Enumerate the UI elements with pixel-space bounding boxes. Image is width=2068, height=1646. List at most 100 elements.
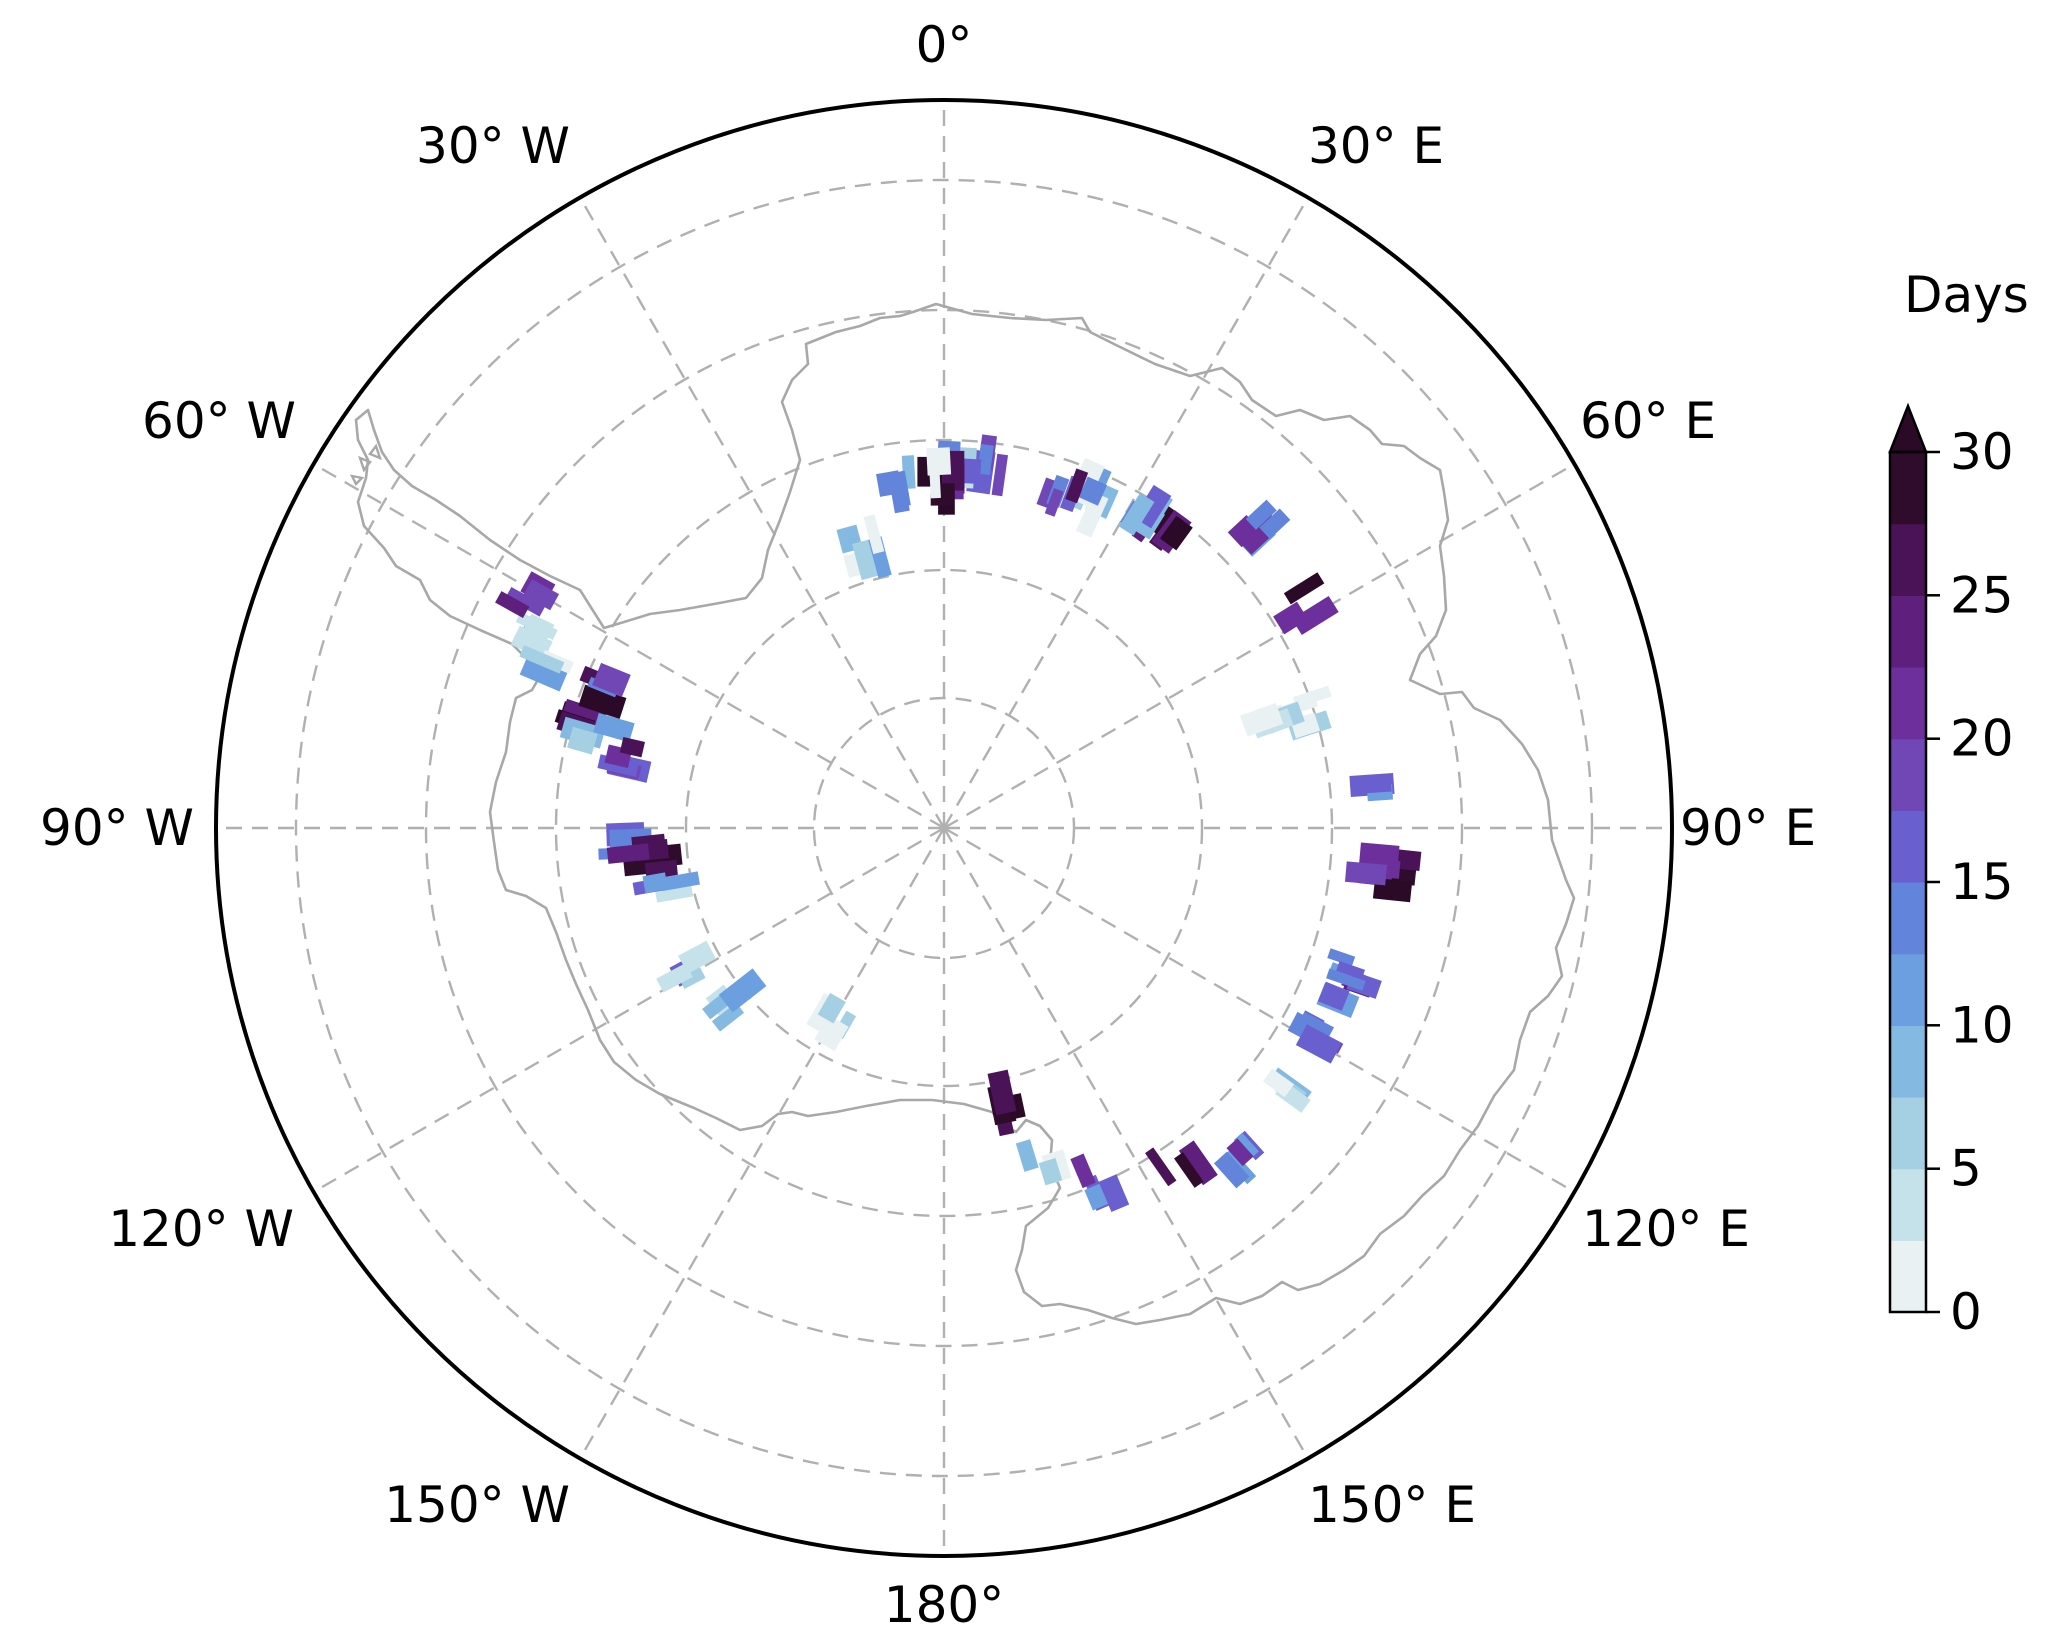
data-cell <box>836 514 892 581</box>
data-cell <box>519 645 574 692</box>
meridian-240 <box>312 826 945 1194</box>
latitude-circle-5 <box>294 178 1594 1478</box>
data-cell <box>702 968 767 1032</box>
data-cell <box>1344 842 1401 886</box>
colorbar-tick-label: 20 <box>1950 710 2014 768</box>
lon-label-90w: 90° W <box>40 799 194 857</box>
data-cell <box>597 736 652 783</box>
data-cell-segment <box>519 645 565 674</box>
data-cell <box>495 571 560 619</box>
data-cell-segment <box>1273 601 1309 635</box>
map-boundary <box>214 98 1674 1558</box>
data-cell-segment <box>659 871 700 892</box>
data-cell <box>656 940 716 993</box>
graticule <box>216 100 1672 1556</box>
colorbar-band <box>1890 1097 1926 1170</box>
data-cell-segment <box>1336 961 1366 980</box>
latitude-circle-3 <box>554 438 1334 1218</box>
data-cell <box>1015 1139 1072 1186</box>
latitude-circle-2 <box>684 568 1204 1088</box>
data-cell-segment <box>619 736 645 758</box>
data-cell-segment <box>510 625 553 661</box>
island-coastline <box>349 443 382 487</box>
meridian-210 <box>578 827 946 1460</box>
lon-label-60w: 60° W <box>142 392 296 450</box>
lon-label-150e: 150° E <box>1308 1476 1476 1534</box>
data-cells <box>495 434 1422 1213</box>
data-cell-segment <box>1291 595 1339 636</box>
colorbar-tick-label: 10 <box>1950 996 2014 1054</box>
data-cell-segment <box>926 447 952 476</box>
colorbar-ticks: 0 5 10 15 20 25 30 <box>1926 423 2014 1341</box>
data-cell <box>1145 1140 1218 1188</box>
colorbar: Days 0 5 10 15 20 25 30 <box>1888 266 2029 1341</box>
data-cell-segment <box>593 713 635 743</box>
data-cell-segment <box>991 453 1009 497</box>
data-cell <box>876 470 911 514</box>
data-cell-segment <box>1240 702 1284 737</box>
data-cell <box>1326 948 1382 999</box>
colorbar-tick-label: 5 <box>1950 1140 1982 1198</box>
data-cell-segment <box>1070 1153 1096 1189</box>
meridian-150 <box>942 827 1310 1460</box>
data-cell-segment <box>678 940 716 974</box>
data-cell-segment <box>1226 1138 1254 1167</box>
data-cell-segment <box>1213 1151 1250 1189</box>
data-cell-segment <box>592 662 631 697</box>
data-cell-segment <box>1178 1140 1218 1186</box>
data-cell-segment <box>1262 1068 1295 1098</box>
lon-label-90e: 90° E <box>1680 799 1816 857</box>
data-cell-segment <box>1283 572 1325 605</box>
data-cell-segment <box>1233 1132 1259 1159</box>
colorbar-band <box>1890 810 1926 883</box>
lon-label-60e: 60° E <box>1580 392 1716 450</box>
data-cell <box>1262 1067 1312 1113</box>
data-cell-segment <box>863 514 885 555</box>
colorbar-band <box>1890 523 1926 596</box>
data-cell-segment <box>976 443 994 476</box>
data-cell-segment <box>1259 508 1291 539</box>
lon-label-120e: 120° E <box>1582 1200 1750 1258</box>
lon-label-180: 180° <box>884 1576 1004 1634</box>
data-cell-segment <box>522 613 555 643</box>
colorbar-tick-label: 15 <box>1950 853 2014 911</box>
data-cell <box>559 713 635 755</box>
data-cell-segment <box>1075 491 1109 538</box>
colorbar-extend-arrow <box>1888 402 1928 454</box>
data-cell-segment <box>523 579 560 611</box>
data-cell-segment <box>814 1015 849 1052</box>
data-cell-segment <box>1344 861 1388 886</box>
data-cell <box>1287 1010 1344 1064</box>
data-cell <box>1070 1153 1130 1213</box>
data-cell-segment <box>987 1069 1017 1116</box>
data-cell <box>579 662 631 698</box>
data-cell-segment <box>1065 468 1089 504</box>
data-cell-segment <box>1326 968 1366 991</box>
data-cell-segment <box>606 843 650 864</box>
meridian-60 <box>943 462 1576 830</box>
data-cell-segment <box>519 653 569 692</box>
data-cell <box>1273 572 1339 636</box>
data-cell <box>1036 468 1089 517</box>
data-cell-segment <box>891 470 911 508</box>
colorbar-tick-label: 30 <box>1950 423 2014 481</box>
data-cell-segment <box>562 698 606 727</box>
data-cell-segment <box>1044 488 1064 517</box>
meridian-330 <box>578 196 946 829</box>
data-cell-segment <box>1145 1147 1177 1187</box>
longitude-labels: 0° 30° E 60° E 90° E 120° E 150° E 180° … <box>40 16 1816 1634</box>
latitude-circle-4 <box>424 308 1464 1348</box>
data-cell-segment <box>495 591 530 619</box>
data-cell <box>1213 1130 1265 1189</box>
colorbar-title: Days <box>1904 266 2029 324</box>
lon-label-0: 0° <box>916 16 973 74</box>
data-cell-segment <box>1038 1158 1063 1186</box>
data-cell <box>510 611 558 661</box>
meridian-120 <box>943 826 1576 1194</box>
lon-label-30e: 30° E <box>1308 117 1444 175</box>
colorbar-band <box>1890 595 1926 668</box>
data-cell-segment <box>1245 499 1277 530</box>
data-cell <box>606 833 683 885</box>
data-cell <box>1119 484 1173 540</box>
